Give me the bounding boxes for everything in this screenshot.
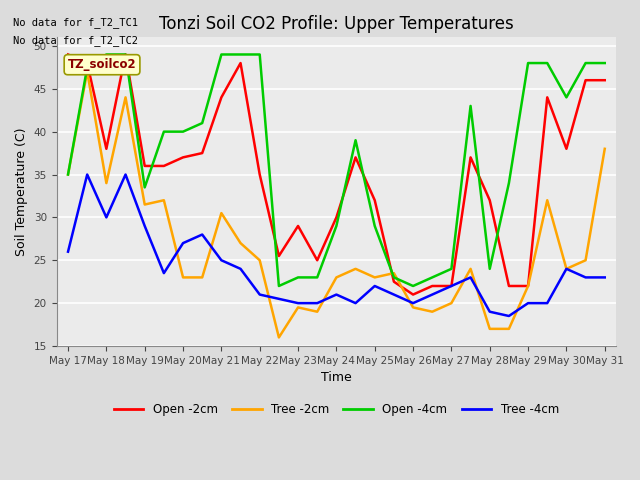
Text: No data for f_T2_TC2: No data for f_T2_TC2 [13,35,138,46]
Text: No data for f_T2_TC1: No data for f_T2_TC1 [13,17,138,28]
Legend: Open -2cm, Tree -2cm, Open -4cm, Tree -4cm: Open -2cm, Tree -2cm, Open -4cm, Tree -4… [109,398,564,420]
Text: TZ_soilco2: TZ_soilco2 [68,58,136,71]
Y-axis label: Soil Temperature (C): Soil Temperature (C) [15,127,28,256]
Title: Tonzi Soil CO2 Profile: Upper Temperatures: Tonzi Soil CO2 Profile: Upper Temperatur… [159,15,514,33]
X-axis label: Time: Time [321,372,352,384]
